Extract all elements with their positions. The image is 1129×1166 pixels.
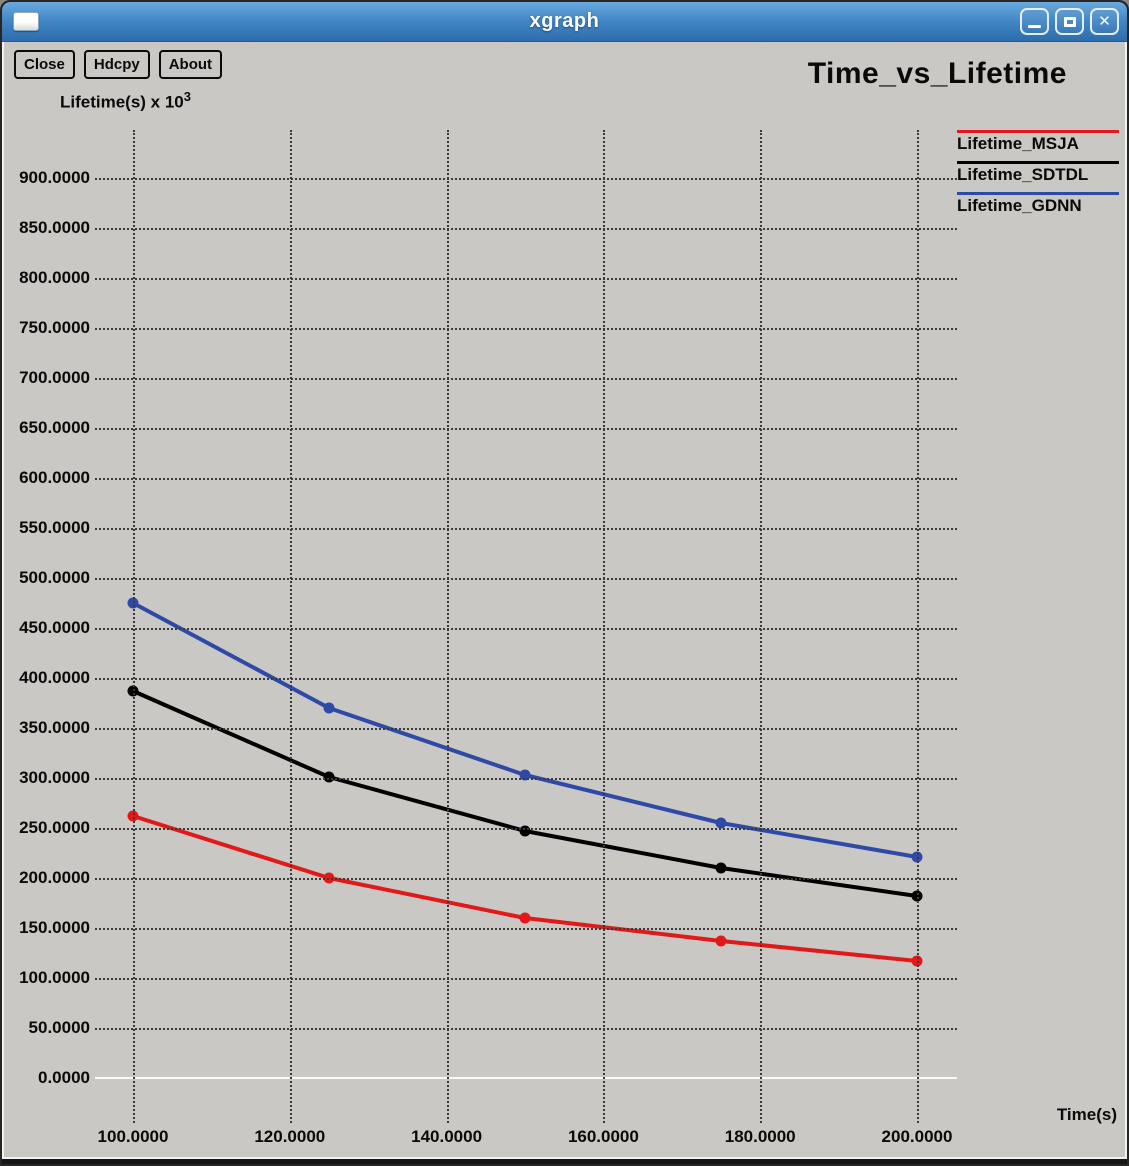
legend-line-swatch (957, 161, 1119, 164)
series-line-Lifetime_GDNN (131, 601, 919, 859)
series-line-Lifetime_MSJA (131, 814, 919, 963)
y-tick-label: 400.0000 (19, 668, 90, 687)
hardcopy-button[interactable]: Hdcpy (83, 50, 150, 79)
v-gridline (760, 130, 763, 1123)
y-tick-label: 900.0000 (19, 168, 90, 187)
h-gridline (95, 328, 957, 330)
h-gridline (95, 778, 957, 780)
legend-item: Lifetime_SDTDL (957, 161, 1119, 185)
v-gridline (917, 130, 919, 1123)
y-tick-label: 50.0000 (28, 1018, 90, 1037)
about-button[interactable]: About (158, 50, 223, 79)
x-tick-label: 160.0000 (567, 1127, 639, 1146)
legend-label: Lifetime_SDTDL (957, 165, 1089, 184)
x-tick-label: 200.0000 (881, 1127, 953, 1146)
legend-item: Lifetime_GDNN (957, 192, 1119, 216)
x-tick-label: 120.0000 (254, 1127, 326, 1146)
xgraph-toolbar: Close Hdcpy About (14, 50, 223, 79)
h-gridline (95, 528, 957, 530)
y-tick-label: 750.0000 (19, 318, 90, 337)
x-tick-label: 100.0000 (97, 1127, 169, 1146)
data-point-marker (715, 935, 727, 947)
h-gridline (95, 978, 957, 980)
h-gridline (95, 578, 957, 580)
v-gridline (603, 130, 606, 1123)
data-point-marker (519, 912, 531, 924)
h-gridline (95, 878, 957, 880)
legend-line-swatch (957, 130, 1119, 133)
h-gridline (95, 728, 957, 730)
y-tick-label: 550.0000 (19, 518, 90, 537)
y-axis-exponent: 3 (183, 89, 191, 104)
y-tick-label: 0.0000 (38, 1068, 90, 1087)
title-bar[interactable]: xgraph ✕ (2, 2, 1127, 42)
h-gridline (95, 278, 957, 280)
v-gridline (289, 130, 292, 1123)
minimize-icon (1028, 24, 1041, 28)
y-tick-label: 700.0000 (19, 368, 90, 387)
y-tick-label: 350.0000 (19, 718, 90, 737)
y-tick-label: 850.0000 (19, 218, 90, 237)
data-point-marker (715, 817, 727, 829)
y-tick-label: 600.0000 (19, 468, 90, 487)
x-axis-unit-label: Time(s) (1056, 1105, 1117, 1124)
y-tick-label: 200.0000 (19, 868, 90, 887)
y-tick-label: 150.0000 (19, 918, 90, 937)
h-gridline (95, 678, 957, 680)
y-tick-label: 650.0000 (19, 418, 90, 437)
y-tick-label: 250.0000 (19, 818, 90, 837)
legend-label: Lifetime_MSJA (957, 134, 1079, 153)
v-gridline (133, 130, 135, 1123)
series-line-Lifetime_SDTDL (131, 689, 919, 898)
h-gridline (95, 928, 957, 930)
legend-label: Lifetime_GDNN (957, 196, 1082, 215)
y-tick-label: 100.0000 (19, 968, 90, 987)
h-gridline (95, 828, 957, 830)
close-icon: ✕ (1098, 13, 1111, 30)
chart-canvas: Close Hdcpy About Lifetime(s) x 103 Time… (2, 42, 1127, 1159)
h-gridline (95, 378, 957, 380)
y-tick-label: 800.0000 (19, 268, 90, 287)
h-gridline (95, 178, 957, 180)
chart-title: Time_vs_Lifetime (807, 57, 1067, 90)
maximize-icon (1063, 16, 1076, 27)
maximize-button[interactable] (1055, 8, 1084, 35)
legend-item: Lifetime_MSJA (957, 130, 1119, 154)
data-point-marker (715, 862, 727, 874)
close-button[interactable]: ✕ (1090, 8, 1119, 35)
window-menu-icon[interactable] (13, 12, 39, 31)
minimize-button[interactable] (1020, 8, 1049, 35)
y-tick-label: 500.0000 (19, 568, 90, 587)
data-point-marker (323, 702, 335, 714)
data-point-marker (323, 771, 335, 783)
h-gridline (95, 628, 957, 630)
chart-legend: Lifetime_MSJA Lifetime_SDTDL Lifetime_GDNN (957, 130, 1119, 223)
window-title: xgraph (529, 10, 600, 32)
h-gridline (95, 1028, 957, 1030)
v-gridline (446, 130, 449, 1123)
legend-line-swatch (957, 192, 1119, 195)
close-graph-button[interactable]: Close (14, 50, 75, 79)
h-gridline (95, 428, 957, 430)
h-gridline (95, 228, 957, 230)
y-tick-label: 300.0000 (19, 768, 90, 787)
window-controls: ✕ (1020, 8, 1119, 35)
y-axis-unit-label: Lifetime(s) x 103 (60, 89, 191, 112)
h-gridline (95, 478, 957, 480)
y-tick-label: 450.0000 (19, 618, 90, 637)
x-tick-label: 180.0000 (724, 1127, 796, 1146)
plot-area: 0.0000 50.0000 100.0000 150.0000 200.0000 250… (4, 42, 1125, 1157)
x-tick-label: 140.0000 (411, 1127, 483, 1146)
zero-axis-line (95, 1077, 957, 1079)
